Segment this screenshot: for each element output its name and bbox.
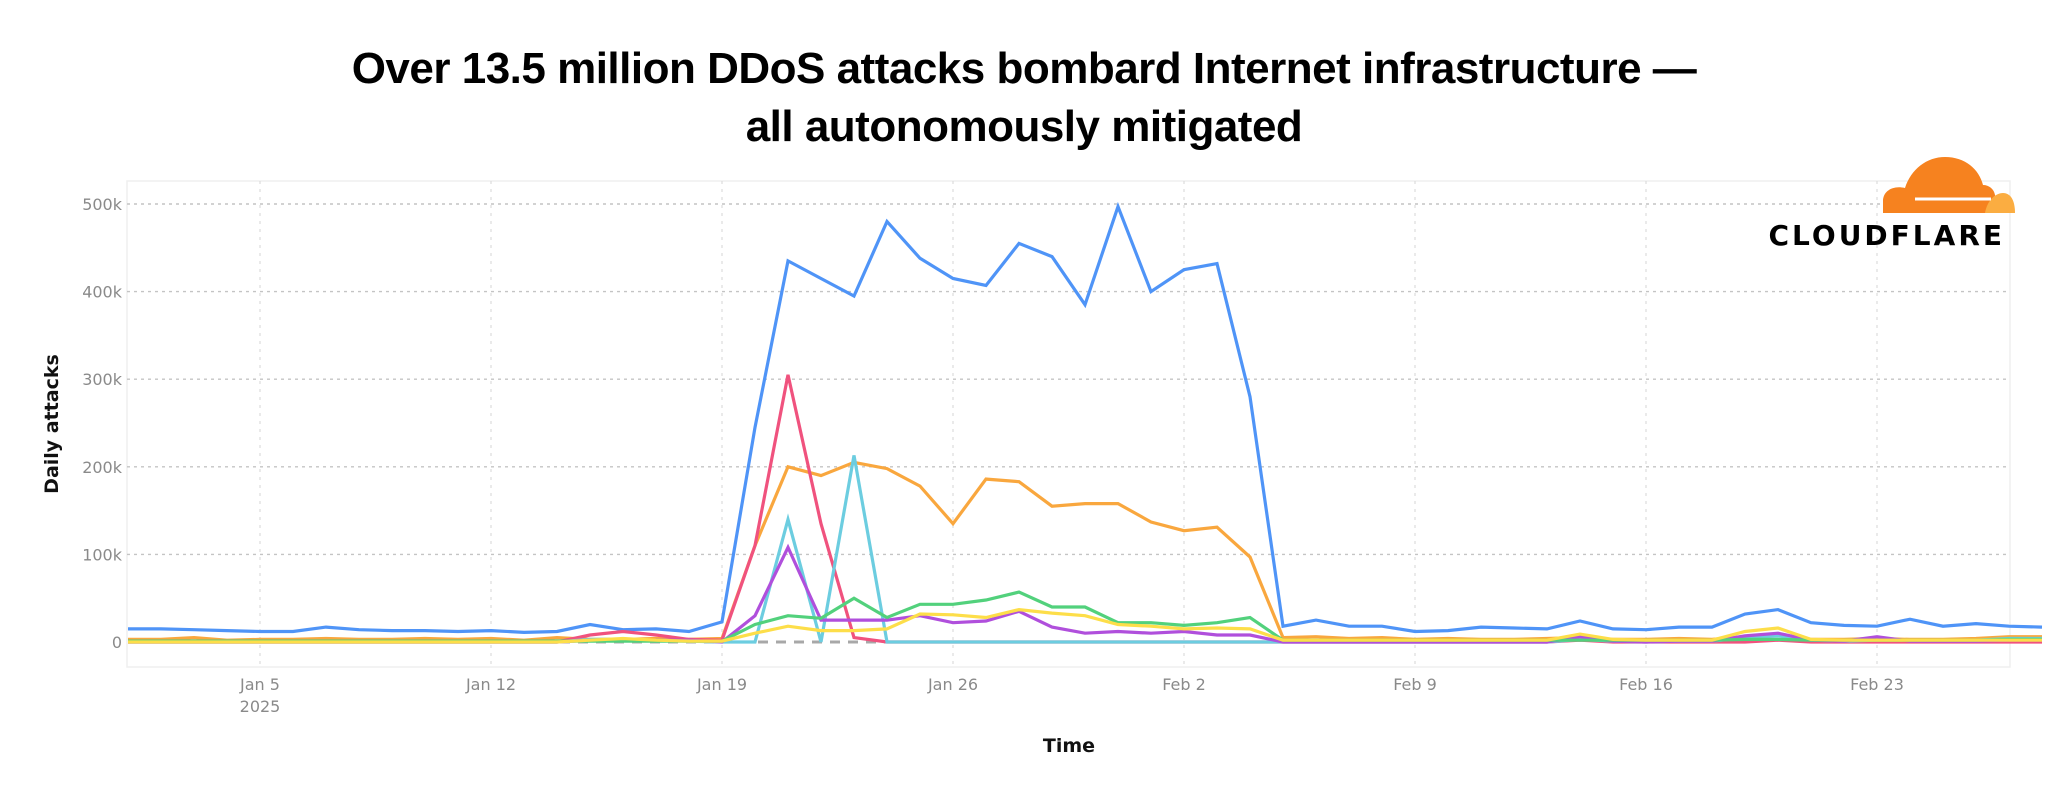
x-tick-label: Feb 23: [1850, 675, 1904, 694]
x-tick-label: Jan 5: [239, 675, 280, 694]
series-blue: [128, 201, 2043, 635]
logo-wordmark: CLOUDFLARE: [1768, 219, 2005, 252]
x-tick-label: Feb 2: [1162, 675, 1206, 694]
x-tick-label: Jan 12: [465, 675, 516, 694]
y-tick-label: 0: [112, 633, 122, 652]
y-tick-label: 500k: [82, 195, 123, 214]
series-yellow: [128, 607, 2042, 644]
y-tick-label: 400k: [82, 283, 123, 302]
plot-area: [126, 180, 2011, 668]
y-tick-label: 300k: [82, 370, 123, 389]
gridlines: [127, 181, 2010, 667]
x-tick-label: Jan 26: [927, 675, 978, 694]
series-lines: [128, 201, 2043, 644]
x-tick-label: 2025: [240, 697, 281, 716]
x-tick-label: Jan 19: [696, 675, 747, 694]
x-axis-title: Time: [1043, 735, 1095, 757]
chart-title: Over 13.5 million DDoS attacks bombard I…: [0, 40, 2048, 156]
chart-title-line1: Over 13.5 million DDoS attacks bombard I…: [351, 44, 1697, 93]
cloudflare-logo: CLOUDFLARE: [1745, 155, 2015, 252]
x-tick-label: Feb 16: [1619, 675, 1673, 694]
x-axis-ticks: Jan 5 2025 Jan 12 Jan 19 Jan 26 Feb 2 Feb 9 Feb…: [239, 675, 1904, 716]
series-pink: [128, 374, 2042, 644]
cloud-icon: [1883, 157, 2015, 213]
y-tick-label: 100k: [82, 545, 123, 564]
x-tick-label: Feb 9: [1393, 675, 1437, 694]
chart-title-line2: all autonomously mitigated: [745, 102, 1303, 151]
series-purple: [128, 543, 2042, 644]
y-axis-ticks: 0 100k 200k 300k 400k 500k: [82, 195, 123, 652]
y-tick-label: 200k: [82, 458, 123, 477]
y-axis-title: Daily attacks: [41, 354, 63, 494]
